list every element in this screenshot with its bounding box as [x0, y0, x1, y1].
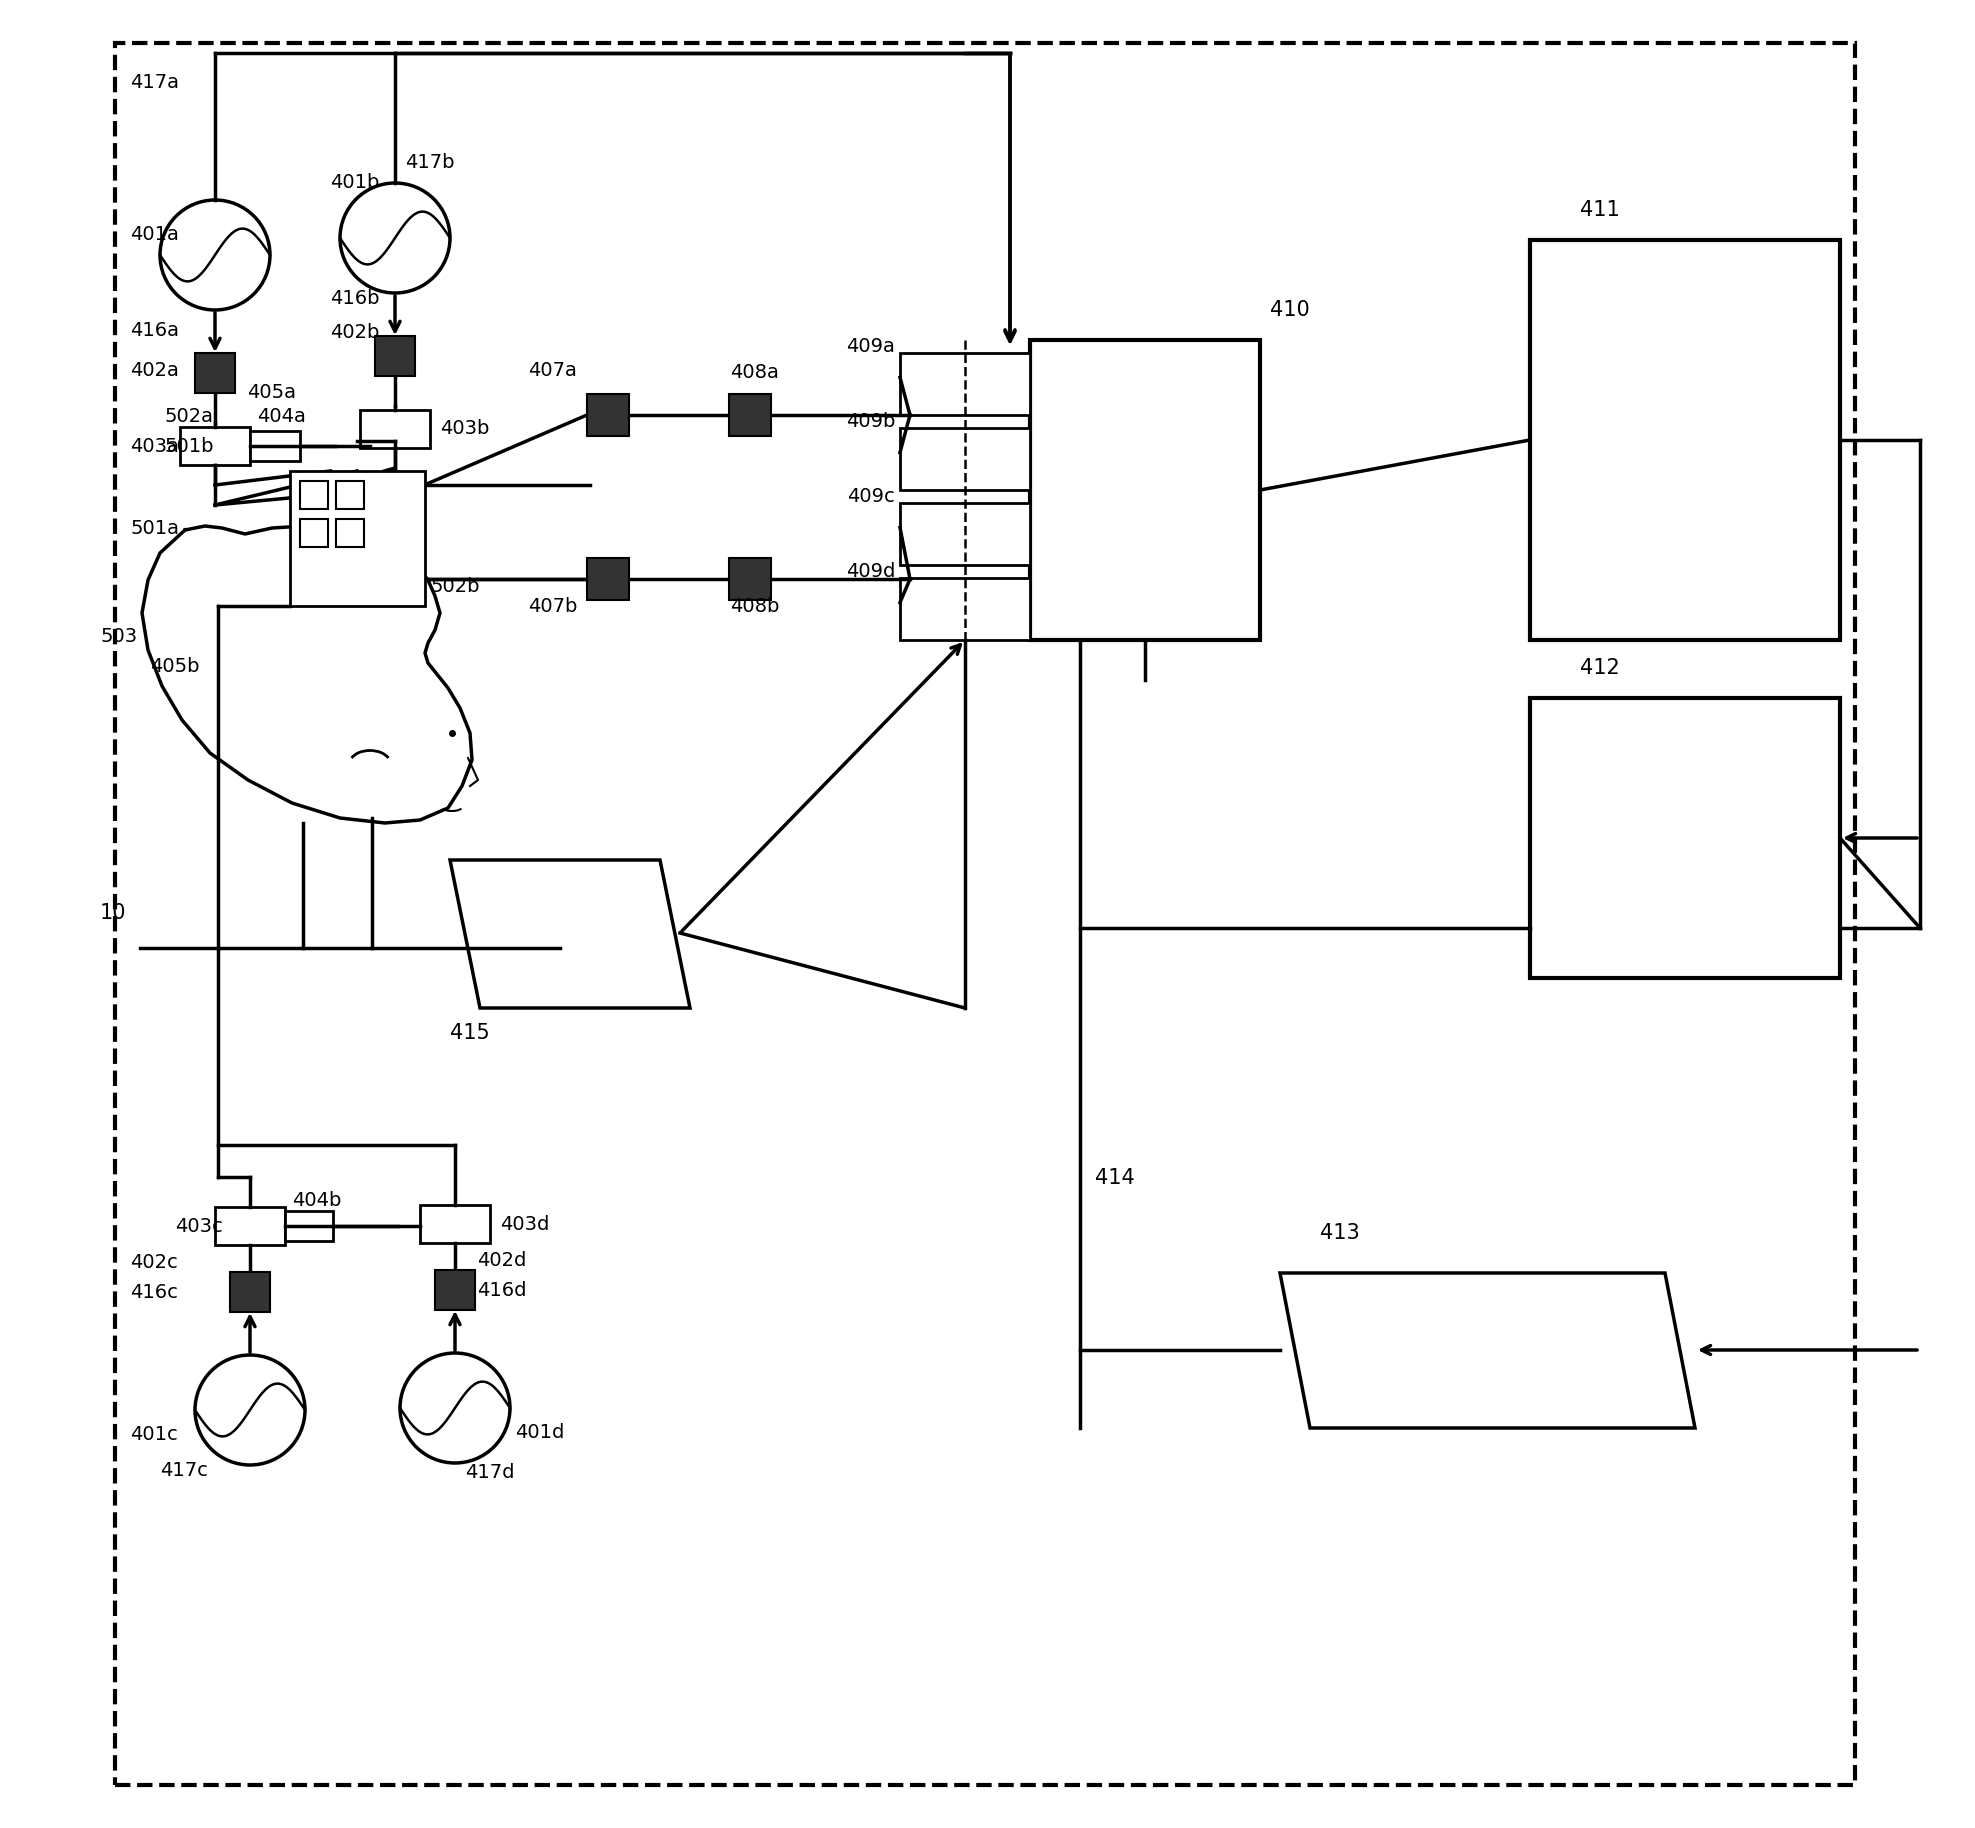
Text: 403b: 403b — [440, 419, 490, 439]
Bar — [434, 1270, 476, 1311]
Text: 415: 415 — [450, 1024, 490, 1044]
Bar — [729, 558, 770, 600]
Text: 417c: 417c — [160, 1461, 207, 1479]
Text: 409d: 409d — [845, 561, 895, 581]
Text: 417a: 417a — [130, 73, 180, 93]
Text: 503: 503 — [101, 627, 136, 645]
Polygon shape — [450, 859, 689, 1007]
Text: 10: 10 — [101, 903, 126, 923]
Text: 401b: 401b — [330, 174, 379, 192]
Text: 402d: 402d — [478, 1250, 527, 1269]
Bar — [901, 503, 1031, 565]
Text: 417b: 417b — [405, 154, 454, 172]
Text: 416a: 416a — [130, 320, 180, 340]
Text: 413: 413 — [1319, 1223, 1359, 1243]
Bar — [729, 395, 770, 437]
Text: 403c: 403c — [176, 1216, 223, 1236]
Bar — [300, 481, 328, 508]
Bar — [215, 1206, 284, 1245]
Text: 401a: 401a — [130, 225, 180, 245]
Polygon shape — [1280, 1272, 1695, 1428]
Text: 502a: 502a — [166, 406, 213, 426]
Text: 405a: 405a — [247, 382, 296, 402]
Bar — [229, 1272, 271, 1313]
Bar — [375, 336, 415, 377]
Bar — [901, 428, 1031, 490]
Text: 502b: 502b — [431, 576, 480, 596]
Text: 411: 411 — [1580, 199, 1619, 219]
Text: 402a: 402a — [130, 360, 180, 380]
Text: 414: 414 — [1094, 1168, 1136, 1188]
Text: 407a: 407a — [527, 360, 577, 380]
Bar — [180, 428, 251, 464]
Text: 409c: 409c — [847, 486, 895, 506]
Text: 409b: 409b — [845, 411, 895, 431]
Text: 404a: 404a — [257, 408, 306, 426]
Bar — [251, 431, 300, 461]
Text: 417d: 417d — [464, 1464, 515, 1483]
Bar — [196, 353, 235, 393]
Text: 412: 412 — [1580, 658, 1619, 678]
Text: 410: 410 — [1270, 300, 1309, 320]
Bar — [359, 409, 431, 448]
Bar — [290, 472, 425, 607]
Bar — [1531, 698, 1841, 978]
Text: 404b: 404b — [292, 1192, 342, 1210]
Text: 416b: 416b — [330, 289, 379, 307]
Bar — [901, 353, 1031, 415]
Text: 416d: 416d — [478, 1280, 527, 1300]
Bar — [115, 44, 1855, 1784]
Text: 402c: 402c — [130, 1252, 178, 1272]
Text: 501b: 501b — [166, 437, 215, 455]
Bar — [1031, 340, 1260, 640]
Bar — [336, 519, 363, 547]
Text: 402b: 402b — [330, 324, 379, 342]
Text: 408b: 408b — [731, 598, 780, 616]
Text: 416c: 416c — [130, 1283, 178, 1302]
Text: 403d: 403d — [500, 1214, 549, 1234]
Bar — [284, 1210, 334, 1241]
Text: 401d: 401d — [515, 1424, 565, 1442]
Bar — [587, 558, 628, 600]
Text: 401c: 401c — [130, 1426, 178, 1444]
Text: 409a: 409a — [845, 336, 895, 356]
Text: 501a: 501a — [130, 519, 180, 539]
Bar — [1531, 239, 1841, 640]
Text: 405b: 405b — [150, 656, 199, 676]
Bar — [300, 519, 328, 547]
Bar — [421, 1205, 490, 1243]
Bar — [587, 395, 628, 437]
Text: 408a: 408a — [731, 364, 778, 382]
Text: 403a: 403a — [130, 437, 180, 455]
Bar — [336, 481, 363, 508]
Text: 407b: 407b — [527, 598, 577, 616]
Bar — [901, 578, 1031, 640]
